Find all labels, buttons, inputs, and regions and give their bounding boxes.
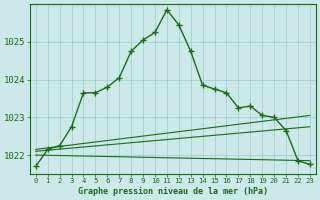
X-axis label: Graphe pression niveau de la mer (hPa): Graphe pression niveau de la mer (hPa) [78, 187, 268, 196]
